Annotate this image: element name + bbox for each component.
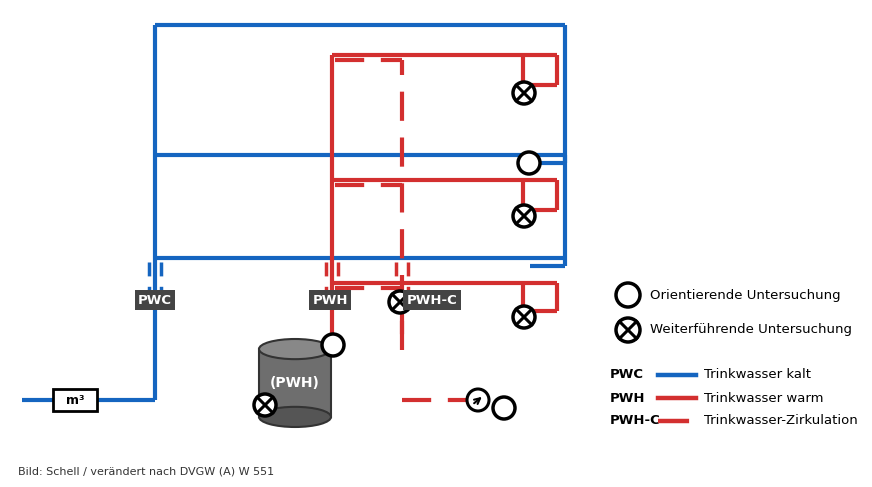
Circle shape bbox=[518, 152, 540, 174]
Text: Trinkwasser kalt: Trinkwasser kalt bbox=[704, 369, 811, 381]
Circle shape bbox=[322, 334, 344, 356]
Ellipse shape bbox=[259, 339, 331, 359]
Ellipse shape bbox=[259, 407, 331, 427]
Bar bbox=[259, 349, 331, 417]
Circle shape bbox=[616, 283, 640, 307]
Text: Trinkwasser warm: Trinkwasser warm bbox=[704, 392, 823, 405]
Text: PWH-C: PWH-C bbox=[610, 414, 661, 428]
Text: Orientierende Untersuchung: Orientierende Untersuchung bbox=[650, 288, 841, 301]
Circle shape bbox=[513, 306, 535, 328]
Circle shape bbox=[254, 394, 276, 416]
Text: PWH: PWH bbox=[610, 392, 645, 405]
Circle shape bbox=[616, 318, 640, 342]
Circle shape bbox=[513, 205, 535, 227]
Circle shape bbox=[513, 82, 535, 104]
Text: PWH: PWH bbox=[312, 294, 348, 306]
Circle shape bbox=[467, 389, 489, 411]
Text: Trinkwasser-Zirkulation: Trinkwasser-Zirkulation bbox=[704, 414, 858, 428]
Circle shape bbox=[493, 397, 515, 419]
Text: Weiterführende Untersuchung: Weiterführende Untersuchung bbox=[650, 323, 852, 337]
Text: m³: m³ bbox=[65, 393, 85, 407]
Text: PWC: PWC bbox=[138, 294, 172, 306]
Text: PWC: PWC bbox=[610, 369, 644, 381]
FancyBboxPatch shape bbox=[53, 389, 97, 411]
Text: Bild: Schell / verändert nach DVGW (A) W 551: Bild: Schell / verändert nach DVGW (A) W… bbox=[18, 467, 274, 477]
Text: PWH-C: PWH-C bbox=[406, 294, 458, 306]
Circle shape bbox=[389, 291, 411, 313]
Text: (PWH): (PWH) bbox=[270, 376, 320, 390]
